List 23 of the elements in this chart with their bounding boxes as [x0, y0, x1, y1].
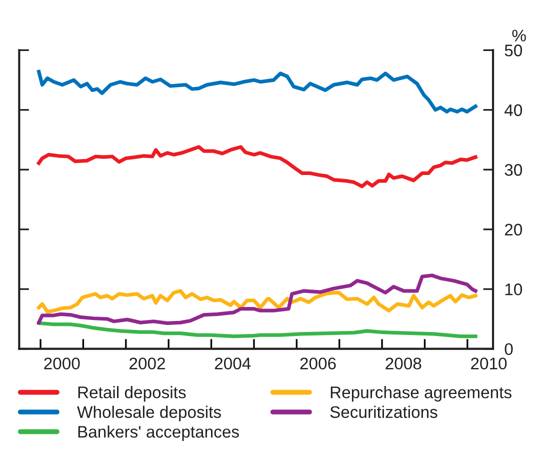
y-tick-label: 0 [504, 343, 513, 356]
x-tick-label: 2008 [386, 358, 422, 370]
y-tick-label: 10 [505, 284, 522, 296]
line-series [37, 274, 478, 325]
legend-label: Retail deposits [78, 386, 186, 402]
y-tick-label: 40 [504, 104, 522, 116]
x-tick-label: 2002 [130, 358, 165, 370]
legend-label: Repurchase agreements [330, 386, 512, 402]
line-series [37, 289, 478, 314]
legend-label: Wholesale deposits [77, 406, 221, 422]
y-axis-title: % [512, 30, 526, 42]
x-tick-label: 2006 [300, 358, 336, 370]
y-tick-label: 30 [504, 164, 522, 176]
line-series [37, 321, 478, 338]
legend-label: Bankers' acceptances [78, 425, 239, 441]
line-series [37, 70, 478, 114]
legend-label: Securitizations [330, 406, 438, 418]
line-series [37, 145, 478, 188]
y-tick-label: 20 [504, 224, 522, 236]
y-tick-label: 50 [504, 44, 522, 56]
x-tick-label: 2010 [471, 358, 507, 370]
x-tick-label: 2000 [44, 358, 80, 370]
x-tick-label: 2004 [214, 358, 251, 370]
